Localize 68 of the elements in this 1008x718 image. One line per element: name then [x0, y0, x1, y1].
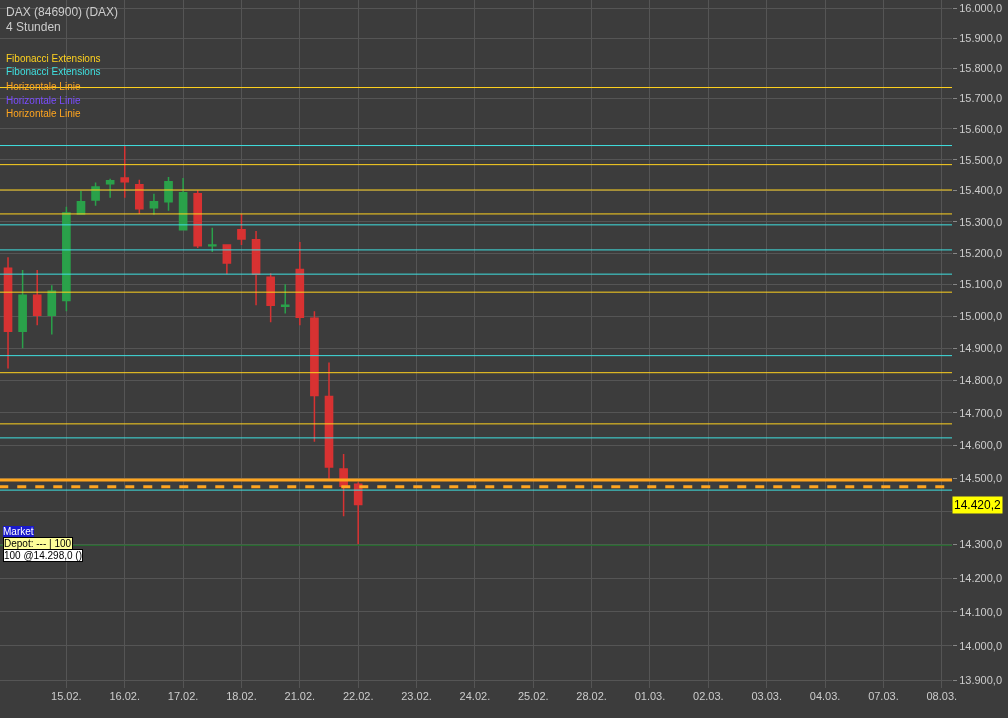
- y-tick-label: 14.500,0: [959, 472, 1003, 485]
- candlestick: [32, 269, 42, 326]
- y-tick-label: 14.200,0: [959, 571, 1003, 584]
- annotation: Horizontale Linie: [6, 108, 81, 119]
- x-tick-label: 18.02.: [226, 690, 257, 702]
- x-tick-label: 22.02.: [342, 690, 374, 702]
- x-tick-label: 08.03.: [926, 690, 958, 702]
- text: 14.420,2: [954, 498, 1002, 512]
- x-tick-label: 17.02.: [167, 690, 199, 702]
- candlestick: [47, 284, 57, 336]
- y-tick-label: 15.600,0: [959, 122, 1003, 135]
- y-tick-label: 15.200,0: [959, 246, 1003, 259]
- y-tick-label: 15.100,0: [959, 278, 1003, 291]
- candlestick: [135, 179, 144, 215]
- annotation: Fibonacci Extensions: [6, 66, 101, 77]
- x-tick-label: 04.03.: [809, 690, 841, 702]
- candlestick: [280, 283, 290, 315]
- y-tick-label: 15.700,0: [959, 92, 1003, 105]
- candlestick: [149, 192, 159, 216]
- y-tick-label: 14.000,0: [959, 639, 1003, 652]
- y-tick-label: 14.300,0: [959, 538, 1003, 551]
- annotation: Fibonacci Extensions: [6, 53, 101, 64]
- candlestick: [164, 176, 173, 212]
- annotation: Market: [3, 526, 34, 537]
- candlestick: [62, 206, 71, 312]
- candlestick: [353, 481, 363, 545]
- candlestick: [120, 144, 130, 199]
- candlestick: [266, 272, 275, 324]
- x-tick-label: 07.03.: [868, 690, 899, 702]
- text: 4 Stunden: [6, 20, 61, 35]
- y-tick-label: 15.300,0: [959, 215, 1003, 228]
- x-tick-label: 21.02.: [284, 690, 316, 702]
- chart-title: DAX (846900) (DAX): [6, 4, 119, 19]
- x-tick-label: 16.02.: [109, 690, 141, 702]
- y-tick-label: 15.400,0: [959, 184, 1003, 197]
- candlestick: [3, 256, 13, 370]
- y-tick-label: 15.900,0: [959, 31, 1003, 44]
- y-tick-label: 14.600,0: [959, 439, 1003, 452]
- y-tick-label: 14.900,0: [959, 342, 1003, 355]
- candlestick: [222, 244, 232, 275]
- annotation: Depot: --- | 100: [4, 538, 72, 549]
- y-tick-label: 15.500,0: [959, 153, 1003, 166]
- x-tick-label: 15.02.: [51, 690, 82, 702]
- y-tick-label: 13.900,0: [959, 673, 1003, 686]
- y-tick-label: 16.000,0: [959, 1, 1003, 14]
- x-tick-label: 23.02.: [401, 690, 432, 702]
- annotation: Horizontale Linie: [6, 95, 81, 106]
- candlestick: [295, 241, 305, 326]
- y-tick-label: 14.700,0: [959, 406, 1003, 419]
- x-tick-label: 25.02.: [517, 690, 549, 702]
- candlestick: [251, 230, 261, 306]
- candlestick: [193, 189, 203, 249]
- candlestick: [324, 361, 334, 480]
- candlestick: [18, 269, 27, 350]
- candlestick: [207, 226, 217, 253]
- candlestick: [310, 310, 319, 443]
- y-tick-label: 15.800,0: [959, 61, 1003, 74]
- y-tick-label: 15.000,0: [959, 310, 1003, 323]
- x-tick-label: 01.03.: [634, 690, 666, 702]
- y-tick-label: 14.100,0: [959, 605, 1003, 618]
- annotation: 100 @14.298,0 (): [4, 550, 82, 561]
- x-tick-label: 24.02.: [459, 690, 491, 702]
- candlestick: [237, 213, 246, 246]
- candlestick: [105, 178, 115, 199]
- y-tick-label: 14.800,0: [959, 374, 1003, 387]
- x-tick-label: 02.03.: [693, 690, 724, 702]
- x-tick-label: 03.03.: [751, 690, 783, 702]
- x-tick-label: 28.02.: [576, 690, 607, 702]
